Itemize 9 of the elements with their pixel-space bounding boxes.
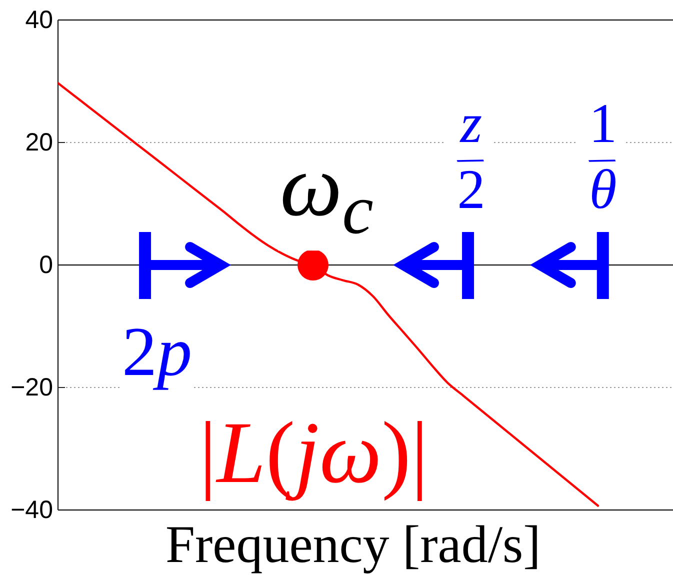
series-label: |L(jω)|	[199, 405, 429, 502]
annotation: ω$_{c}$	[280, 138, 374, 249]
y-tick-label: 20	[25, 128, 53, 156]
x-axis-title: Frequency [rad/s]	[166, 516, 541, 574]
annotation: 2p	[122, 314, 192, 391]
y-tick-label: −20	[10, 374, 53, 402]
y-tick-label: −40	[10, 496, 53, 524]
y-tick-label: 40	[25, 6, 53, 34]
y-tick-label: 0	[39, 251, 53, 279]
